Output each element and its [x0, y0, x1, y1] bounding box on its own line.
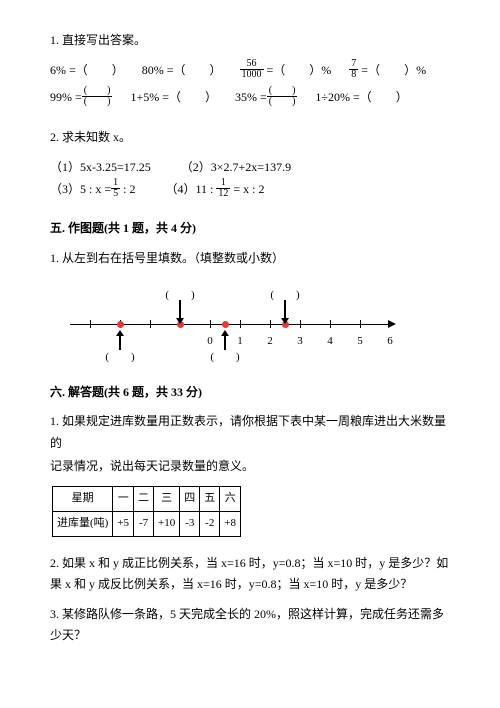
table-header-cell: 一: [113, 486, 134, 511]
table-header-cell: 六: [220, 486, 241, 511]
table-cell: -7: [134, 511, 154, 536]
nl-arrow-down: [281, 300, 289, 324]
nl-tick: [330, 320, 331, 328]
q1-r1-e2: 80% =（ ）: [142, 60, 222, 82]
s6-q1a: 1. 如果规定进库数量用正数表示，请你根据下表中某一周粮库进出大米数量的: [50, 411, 450, 454]
q1-row2: 99% =( )( ) 1+5% =（ ） 35% =( )( ) 1÷20% …: [50, 87, 450, 109]
nl-arrowhead-right: [388, 320, 396, 328]
frac-den: 8: [349, 70, 358, 80]
q2-title: 2. 求未知数 x。: [50, 127, 450, 149]
table-cell: -2: [200, 511, 220, 536]
nl-tick: [210, 320, 211, 328]
rice-table: 星期一二三四五六 进库量(吨)+5-7+10-3-2+8: [52, 486, 241, 537]
frac-den: 1000: [240, 70, 264, 80]
nl-bracket-bot: ( ): [210, 348, 239, 368]
q1-r2-e1: 99% =( )( ): [50, 87, 112, 109]
q2-1: （1）5x-3.25=17.25: [50, 157, 151, 179]
nl-arrow-up: [116, 330, 124, 350]
q1-r2-e3: 35% =( )( ): [235, 87, 297, 109]
q1-r2-e4: 1÷20% =（ ）: [315, 87, 407, 109]
paren-den: ( ): [82, 97, 113, 107]
s6-q2: 2. 如果 x 和 y 成正比例关系，当 x=16 时，y=0.8；当 x=10…: [50, 553, 450, 596]
nl-label: 2: [267, 332, 273, 352]
table-data-row: 进库量(吨)+5-7+10-3-2+8: [53, 511, 241, 536]
q1-row1: 6% =（ ） 80% =（ ） 561000 =（ ）% 78 =（ ）%: [50, 60, 450, 82]
e4-post: =（ ）%: [358, 63, 426, 77]
table-header-row: 星期一二三四五六: [53, 486, 241, 511]
table-cell: +5: [113, 511, 134, 536]
nl-label: 5: [357, 332, 363, 352]
q1-r2-e2: 1+5% =（ ）: [130, 87, 217, 109]
frac-den: 5: [111, 189, 120, 199]
nl-label: 6: [387, 332, 393, 352]
e3-post: =（ ）%: [264, 63, 332, 77]
frac-den: 12: [216, 189, 230, 199]
nl-tick: [240, 320, 241, 328]
s5-q: 1. 从左到右在括号里填数。（填整数或小数）: [50, 248, 450, 270]
q2-4: （4）11 : 112 = x : 2: [165, 179, 264, 201]
table-cell: +10: [154, 511, 180, 536]
table-header-cell: 二: [134, 486, 154, 511]
nl-dot: [117, 321, 124, 328]
nl-tick: [360, 320, 361, 328]
nl-arrow-down: [176, 300, 184, 324]
table-cell: -3: [180, 511, 200, 536]
q2-3-pre: （3）5 : x =: [50, 182, 111, 196]
s6-q3: 3. 某修路队修一条路，5 天完成全长的 20%，照这样计算，完成任务还需多少天…: [50, 604, 450, 647]
nl-tick: [270, 320, 271, 328]
q2-4-pre: （4）11 :: [165, 182, 216, 196]
paren-den: ( ): [267, 97, 298, 107]
e1-pre: 99% =: [50, 90, 82, 104]
nl-arrow-up: [221, 330, 229, 350]
table-row-label: 进库量(吨): [53, 511, 113, 536]
nl-dot: [222, 321, 229, 328]
table-header-cell: 四: [180, 486, 200, 511]
q1-r1-e3: 561000 =（ ）%: [240, 60, 332, 82]
s6-q1b: 记录情况，说出每天记录数量的意义。: [50, 456, 450, 478]
nl-tick: [90, 320, 91, 328]
s5-heading: 五. 作图题(共 1 题，共 4 分): [50, 218, 450, 240]
number-line: 0123456( )( )( )( ): [70, 284, 410, 364]
nl-tick: [300, 320, 301, 328]
q2-4-post: = x : 2: [230, 182, 264, 196]
q1-r1-e4: 78 =（ ）%: [349, 60, 426, 82]
q1-title: 1. 直接写出答案。: [50, 30, 450, 52]
nl-label: 3: [297, 332, 303, 352]
q2-3: （3）5 : x =15 : 2: [50, 179, 135, 201]
nl-label: 4: [327, 332, 333, 352]
s6-heading: 六. 解答题(共 6 题，共 33 分): [50, 382, 450, 404]
table-cell: +8: [220, 511, 241, 536]
e3-pre: 35% =: [235, 90, 267, 104]
q2-2: （2）3×2.7+2x=137.9: [181, 157, 291, 179]
q2-3-post: : 2: [120, 182, 135, 196]
nl-bracket-bot: ( ): [105, 348, 134, 368]
q1-r1-e1: 6% =（ ）: [50, 60, 124, 82]
q2-line1: （1）5x-3.25=17.25 （2）3×2.7+2x=137.9: [50, 157, 450, 179]
table-header-cell: 星期: [53, 486, 113, 511]
table-header-cell: 三: [154, 486, 180, 511]
nl-tick: [150, 320, 151, 328]
table-header-cell: 五: [200, 486, 220, 511]
q2-line2: （3）5 : x =15 : 2 （4）11 : 112 = x : 2: [50, 179, 450, 201]
